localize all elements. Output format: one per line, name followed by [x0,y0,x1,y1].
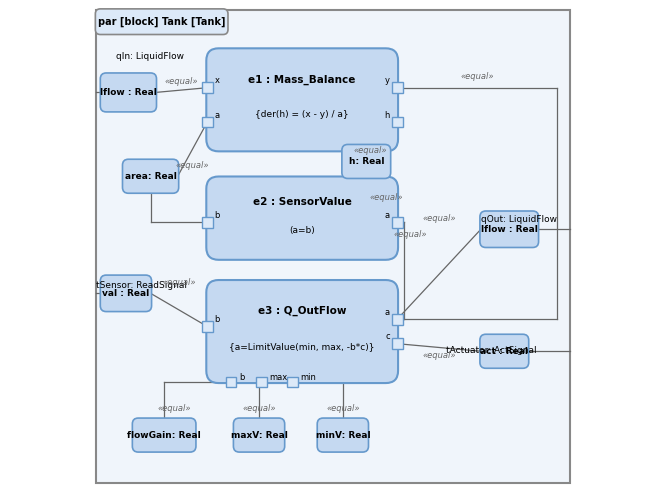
Bar [202,117,212,128]
Text: a: a [384,308,390,317]
Text: area: Real: area: Real [125,172,176,181]
Text: tSensor: ReadSignal: tSensor: ReadSignal [97,282,187,290]
Bar [202,82,212,93]
Bar [202,321,212,332]
Text: max: max [270,373,288,382]
Text: tActuator: ActSignal: tActuator: ActSignal [446,346,537,354]
Text: e1 : Mass_Balance: e1 : Mass_Balance [248,74,356,85]
FancyBboxPatch shape [123,159,178,193]
Text: minV: Real: minV: Real [316,430,370,440]
FancyBboxPatch shape [101,275,152,312]
Bar [392,314,402,325]
Text: lflow : Real: lflow : Real [100,88,157,97]
Text: «equal»: «equal» [460,72,494,81]
Text: «equal»: «equal» [165,77,198,86]
FancyBboxPatch shape [480,211,539,247]
Text: par [block] Tank [Tank]: par [block] Tank [Tank] [98,17,225,27]
Text: h: Real: h: Real [348,157,384,166]
Text: (a=b): (a=b) [289,226,315,235]
Text: h: h [384,110,390,120]
Text: qIn: LiquidFlow: qIn: LiquidFlow [116,52,184,61]
Text: {der(h) = (x - y) / a}: {der(h) = (x - y) / a} [255,110,349,119]
Text: {a=LimitValue(min, max, -b*c)}: {a=LimitValue(min, max, -b*c)} [230,342,375,351]
Text: qOut: LiquidFlow: qOut: LiquidFlow [481,215,557,224]
Bar [392,217,402,228]
Text: lflow : Real: lflow : Real [481,225,537,234]
Text: y: y [385,76,390,85]
Text: «equal»: «equal» [157,404,190,413]
Text: act : Real: act : Real [480,347,528,356]
FancyBboxPatch shape [480,334,529,368]
Bar [392,338,402,349]
Text: «equal»: «equal» [326,404,360,413]
Text: «equal»: «equal» [394,230,428,239]
Text: «equal»: «equal» [163,278,196,287]
FancyBboxPatch shape [101,73,157,112]
Text: val : Real: val : Real [103,289,150,298]
Text: «equal»: «equal» [422,214,456,223]
FancyBboxPatch shape [133,418,196,452]
Text: b: b [214,315,220,324]
Text: «equal»: «equal» [176,161,209,170]
Text: «equal»: «equal» [242,404,276,413]
Text: maxV: Real: maxV: Real [230,430,288,440]
Bar [392,82,402,93]
Bar [392,117,402,128]
FancyBboxPatch shape [206,48,398,151]
Text: b: b [214,211,220,220]
FancyBboxPatch shape [233,418,284,452]
Text: «equal»: «equal» [353,146,387,155]
Text: b: b [239,373,244,382]
Text: x: x [214,76,220,85]
FancyBboxPatch shape [317,418,368,452]
Text: a: a [214,110,220,120]
Text: c: c [385,332,390,341]
Bar [202,217,212,228]
FancyBboxPatch shape [95,9,228,35]
FancyBboxPatch shape [206,176,398,260]
Text: «equal»: «equal» [422,352,456,360]
Bar [226,377,236,387]
FancyBboxPatch shape [342,144,391,178]
Bar [256,377,267,387]
Text: e2 : SensorValue: e2 : SensorValue [253,197,352,207]
Text: a: a [384,211,390,220]
Text: flowGain: Real: flowGain: Real [127,430,201,440]
Bar [286,377,298,387]
Text: e3 : Q_OutFlow: e3 : Q_OutFlow [258,306,346,317]
FancyBboxPatch shape [206,280,398,383]
Text: «equal»: «equal» [369,193,403,202]
Text: min: min [300,373,316,382]
